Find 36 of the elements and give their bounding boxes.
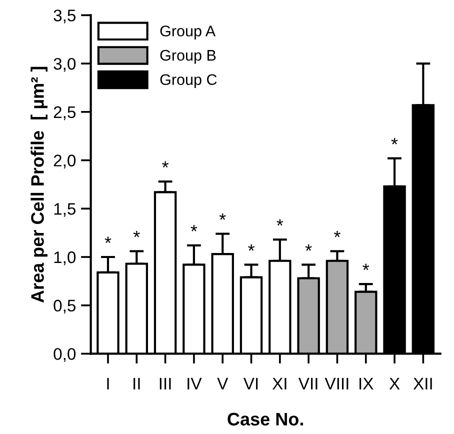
annotation: * (362, 264, 370, 270)
y-tick-label: 2,5 (54, 106, 76, 120)
annotation: * (276, 219, 284, 226)
x-tick-label: IV (188, 378, 202, 390)
y-axis-title: Area per Cell Profile [ µm² ] (30, 66, 48, 303)
y-tick-label: 3,5 (54, 10, 76, 24)
x-tick-label: IX (360, 378, 374, 390)
legend-label: Group A (160, 26, 216, 40)
annotation: * (391, 138, 398, 144)
x-tick-label: I (107, 378, 109, 390)
y-tick-label: 1,0 (54, 251, 76, 266)
annotation: * (104, 236, 112, 243)
annotation: * (190, 225, 198, 232)
y-tick-label: 1,5 (54, 203, 76, 217)
x-axis-title: Case No. (228, 412, 303, 426)
x-tick-label: II (134, 378, 140, 390)
x-tick-label: III (160, 378, 171, 390)
y-tick-label: 2,0 (54, 154, 76, 168)
annotation: * (162, 161, 169, 168)
y-tick-label: 0,0 (54, 348, 76, 362)
annotation: * (219, 213, 226, 220)
legend-label: Group C (160, 74, 217, 88)
annotation: * (305, 244, 312, 251)
x-tick-label: XI (272, 378, 286, 390)
y-tick-label: 3,0 (54, 58, 76, 72)
x-tick-label: VII (298, 378, 318, 390)
legend-label: Group B (160, 50, 216, 64)
annotation: * (133, 230, 140, 238)
y-tick-label: 0,5 (54, 300, 76, 314)
x-tick-label: XII (413, 378, 432, 390)
annotation: * (248, 244, 254, 251)
x-tick-label: X (389, 378, 400, 390)
x-tick-label: V (217, 378, 228, 390)
annotation: * (334, 230, 340, 238)
x-tick-label: VI (243, 378, 258, 390)
x-tick-label: VIII (324, 378, 348, 390)
